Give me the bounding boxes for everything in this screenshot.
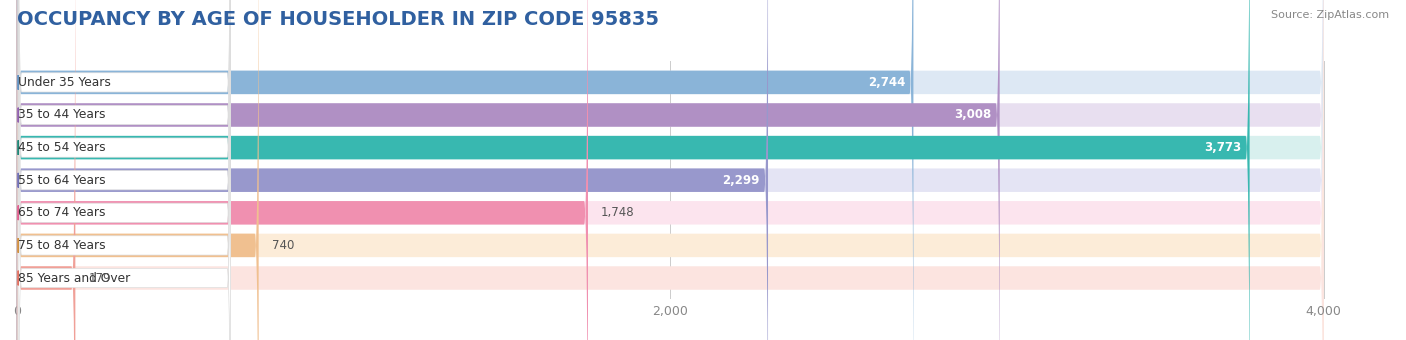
FancyBboxPatch shape	[18, 0, 231, 340]
Text: 85 Years and Over: 85 Years and Over	[18, 272, 131, 285]
Text: 1,748: 1,748	[600, 206, 634, 219]
FancyBboxPatch shape	[17, 0, 1250, 340]
Text: 75 to 84 Years: 75 to 84 Years	[18, 239, 105, 252]
FancyBboxPatch shape	[17, 0, 1324, 340]
FancyBboxPatch shape	[17, 0, 1324, 340]
FancyBboxPatch shape	[18, 0, 231, 340]
Text: 179: 179	[89, 272, 111, 285]
Text: 35 to 44 Years: 35 to 44 Years	[18, 108, 105, 121]
FancyBboxPatch shape	[17, 0, 1324, 340]
Text: OCCUPANCY BY AGE OF HOUSEHOLDER IN ZIP CODE 95835: OCCUPANCY BY AGE OF HOUSEHOLDER IN ZIP C…	[17, 10, 659, 29]
Text: 65 to 74 Years: 65 to 74 Years	[18, 206, 105, 219]
Text: 2,744: 2,744	[868, 76, 905, 89]
Text: 740: 740	[271, 239, 294, 252]
FancyBboxPatch shape	[17, 0, 1324, 340]
FancyBboxPatch shape	[17, 0, 768, 340]
FancyBboxPatch shape	[18, 0, 231, 340]
Text: 55 to 64 Years: 55 to 64 Years	[18, 174, 105, 187]
Text: Under 35 Years: Under 35 Years	[18, 76, 111, 89]
FancyBboxPatch shape	[17, 0, 76, 340]
FancyBboxPatch shape	[18, 0, 231, 340]
Text: 2,299: 2,299	[723, 174, 759, 187]
Text: Source: ZipAtlas.com: Source: ZipAtlas.com	[1271, 10, 1389, 20]
FancyBboxPatch shape	[18, 0, 231, 340]
FancyBboxPatch shape	[17, 0, 1324, 340]
FancyBboxPatch shape	[17, 0, 588, 340]
Text: 3,773: 3,773	[1205, 141, 1241, 154]
FancyBboxPatch shape	[18, 0, 231, 340]
FancyBboxPatch shape	[17, 0, 1324, 340]
FancyBboxPatch shape	[17, 0, 1000, 340]
FancyBboxPatch shape	[17, 0, 1324, 340]
FancyBboxPatch shape	[17, 0, 259, 340]
FancyBboxPatch shape	[17, 0, 914, 340]
Text: 3,008: 3,008	[955, 108, 991, 121]
FancyBboxPatch shape	[18, 0, 231, 340]
Text: 45 to 54 Years: 45 to 54 Years	[18, 141, 105, 154]
